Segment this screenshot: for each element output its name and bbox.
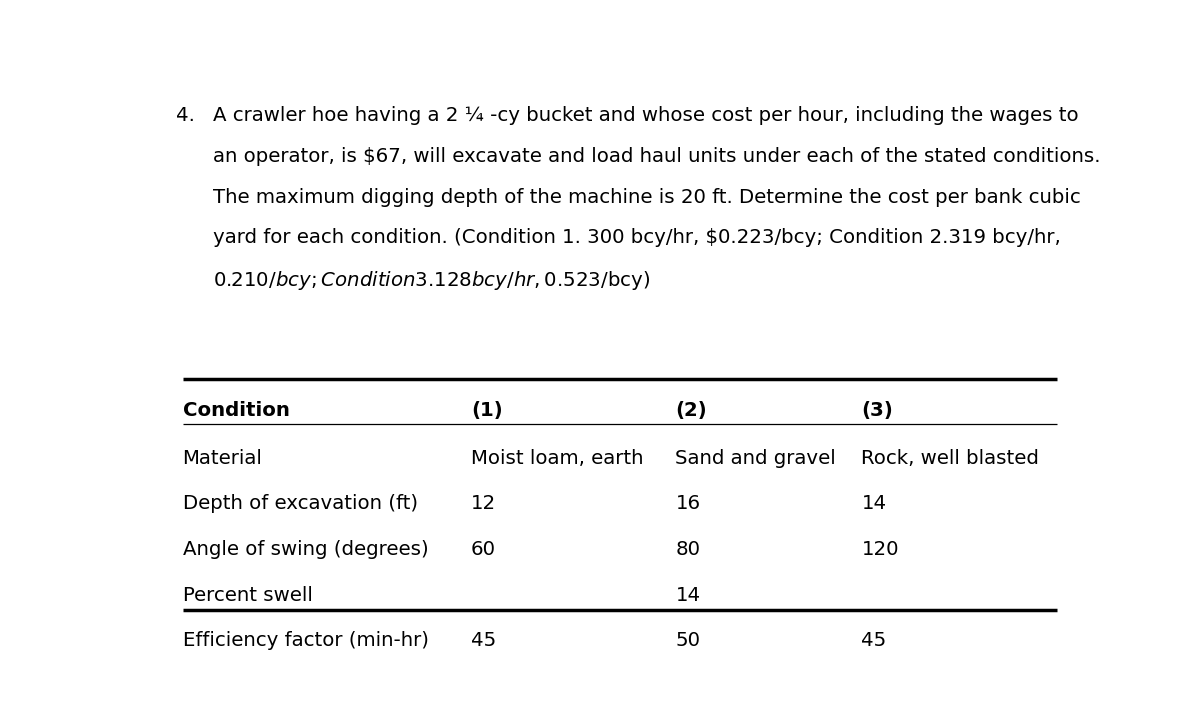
Text: (3): (3): [862, 401, 893, 420]
Text: 14: 14: [862, 495, 887, 513]
Text: an operator, is $67, will excavate and load haul units under each of the stated : an operator, is $67, will excavate and l…: [214, 147, 1100, 166]
Text: 45: 45: [862, 631, 887, 650]
Text: (2): (2): [676, 401, 707, 420]
Text: Efficiency factor (min-hr): Efficiency factor (min-hr): [182, 631, 428, 650]
Text: Moist loam, earth: Moist loam, earth: [470, 448, 643, 468]
Text: Material: Material: [182, 448, 263, 468]
Text: (1): (1): [470, 401, 503, 420]
Text: 120: 120: [862, 540, 899, 559]
Text: 14: 14: [676, 586, 701, 604]
Text: yard for each condition. (Condition 1. 300 bcy/hr, $0.223/bcy; Condition 2.319 b: yard for each condition. (Condition 1. 3…: [214, 228, 1061, 247]
Text: Condition: Condition: [182, 401, 289, 420]
Text: Sand and gravel: Sand and gravel: [676, 448, 836, 468]
Text: Percent swell: Percent swell: [182, 586, 312, 604]
Text: Rock, well blasted: Rock, well blasted: [862, 448, 1039, 468]
Text: 12: 12: [470, 495, 496, 513]
Text: The maximum digging depth of the machine is 20 ft. Determine the cost per bank c: The maximum digging depth of the machine…: [214, 187, 1081, 207]
Text: 80: 80: [676, 540, 701, 559]
Text: A crawler hoe having a 2 ¼ -cy bucket and whose cost per hour, including the wag: A crawler hoe having a 2 ¼ -cy bucket an…: [214, 106, 1079, 125]
Text: Angle of swing (degrees): Angle of swing (degrees): [182, 540, 428, 559]
Text: Depth of excavation (ft): Depth of excavation (ft): [182, 495, 418, 513]
Text: 60: 60: [470, 540, 496, 559]
Text: 50: 50: [676, 631, 701, 650]
Text: $0.210/bcy; Condition 3. 128 bcy/hr, $0.523/bcy): $0.210/bcy; Condition 3. 128 bcy/hr, $0.…: [214, 269, 650, 292]
Text: 16: 16: [676, 495, 701, 513]
Text: 4.: 4.: [176, 106, 194, 125]
Text: 45: 45: [470, 631, 496, 650]
